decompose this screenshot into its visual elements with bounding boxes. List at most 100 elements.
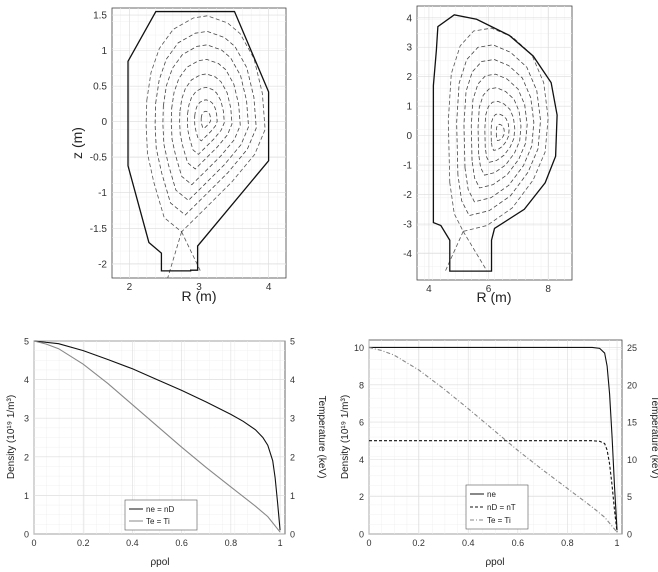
y-tick-label: 0.5 — [93, 82, 107, 93]
y-tick-label: -1 — [98, 188, 107, 199]
x-tick-label: 4 — [426, 284, 432, 295]
x-tick-label: 8 — [545, 284, 551, 295]
flux-surface — [470, 73, 528, 189]
equilibrium-right-plot: 4 6 8 4 3 2 1 0 -1 -2 -3 -4 R (m) — [403, 5, 573, 305]
y-tick-label: 4 — [359, 455, 364, 465]
x-tick-label: 0.2 — [412, 538, 425, 548]
x-tick-label: 4 — [266, 282, 272, 293]
x-tick-label: 0.8 — [225, 538, 238, 548]
y2-tick-label: 0 — [627, 530, 632, 540]
y-tick-label: 2 — [406, 72, 412, 83]
flux-surface — [463, 59, 535, 203]
y-tick-label: 1.5 — [93, 11, 107, 22]
x-tick-label: 1 — [278, 538, 283, 548]
profiles-left-ylabel2: Temperature (keV) — [316, 396, 327, 479]
y-tick-label: 4 — [24, 375, 29, 385]
profiles-right-legend-label-0: ne — [487, 490, 496, 499]
equilibrium-right-content: 4 6 8 4 3 2 1 0 -1 -2 -3 -4 — [403, 6, 572, 295]
x-tick-label: 0.6 — [175, 538, 188, 548]
y2-tick-label: 1 — [290, 491, 295, 501]
x-tick-label: 0.2 — [77, 538, 90, 548]
flux-surface — [490, 113, 510, 151]
y2-tick-label: 10 — [627, 455, 637, 465]
x-tick-label: 3 — [196, 282, 202, 293]
flux-surface — [200, 110, 212, 130]
divertor-leg — [444, 231, 464, 272]
y-tick-label: 8 — [359, 380, 364, 390]
y-tick-label: 2 — [359, 492, 364, 502]
flux-surface — [162, 44, 249, 201]
flux-surface — [194, 99, 218, 142]
y2-tick-label: 15 — [627, 418, 637, 428]
divertor-leg — [462, 231, 488, 272]
y-tick-label: 0 — [359, 530, 364, 540]
series-line-0 — [33, 340, 281, 531]
x-tick-label: 0.4 — [126, 538, 139, 548]
y2-tick-label: 2 — [290, 452, 295, 462]
profiles-right-legend: ne nD = nT Te = Ti — [465, 484, 529, 530]
y-tick-label: -1 — [403, 161, 412, 172]
y-tick-label: 0 — [406, 131, 412, 142]
y-tick-label: 1 — [101, 46, 107, 57]
equilibrium-left-plot: 2 3 4 1.5 1 0.5 0 -0.5 -1 -1.5 -2 R (m) z (m) — [69, 7, 287, 304]
y2-tick-label: 3 — [290, 414, 295, 424]
y-tick-label: 4 — [406, 13, 412, 24]
equilibrium-left-content: 2 3 4 1.5 1 0.5 0 -0.5 -1 -1.5 -2 — [90, 8, 286, 293]
profiles-left-legend-label-1: Te = Ti — [146, 517, 170, 526]
y2-tick-label: 4 — [290, 375, 295, 385]
profiles-left-legend-box — [124, 499, 198, 531]
profiles-right-ylabel2: Temperature (keV) — [649, 396, 658, 479]
profiles-right-xlabel: ρpol — [485, 557, 504, 568]
x-tick-label: 2 — [127, 282, 133, 293]
profiles-right-legend-label-2: Te = Ti — [487, 516, 511, 525]
y2-tick-label: 20 — [627, 380, 637, 390]
y-tick-label: -4 — [403, 249, 412, 260]
flux-surface — [186, 86, 225, 155]
y-tick-label: 3 — [406, 43, 412, 54]
profiles-left-ylabel: Density (10¹⁹ 1/m³) — [6, 395, 17, 479]
y2-tick-label: 0 — [290, 530, 295, 540]
y-tick-label: -0.5 — [90, 153, 108, 164]
x-tick-label: 0.4 — [462, 538, 475, 548]
flux-surface — [456, 44, 541, 217]
y-tick-label: 1 — [24, 491, 29, 501]
equilibrium-left-xlabel: R (m) — [182, 288, 217, 304]
y-tick-label: 10 — [354, 343, 364, 353]
flux-surface — [495, 123, 505, 142]
flux-surface — [477, 87, 522, 176]
series-line-1 — [33, 340, 281, 533]
flux-surface — [154, 30, 257, 216]
vessel-wall — [432, 14, 558, 272]
equilibrium-right-xlabel: R (m) — [477, 289, 512, 305]
y-tick-label: -1.5 — [90, 224, 108, 235]
series-line-2 — [368, 346, 618, 533]
profiles-right-legend-label-1: nD = nT — [487, 503, 516, 512]
separatrix — [145, 15, 266, 233]
x-tick-label: 0 — [366, 538, 371, 548]
y-tick-label: -2 — [98, 259, 107, 270]
x-tick-label: 6 — [486, 284, 492, 295]
y-tick-label: 6 — [359, 418, 364, 428]
series-line-0 — [369, 346, 618, 531]
separatrix — [447, 27, 549, 232]
y-tick-label: 0 — [24, 530, 29, 540]
y2-tick-label: 5 — [627, 492, 632, 502]
profiles-left-legend: ne = nD Te = Ti — [124, 499, 198, 531]
vessel-wall — [127, 10, 270, 272]
x-tick-label: 0 — [31, 538, 36, 548]
profiles-left-xlabel: ρpol — [150, 557, 169, 568]
y-tick-label: 3 — [24, 414, 29, 424]
profiles-right-ylabel: Density (10¹⁹ 1/m³) — [340, 395, 351, 479]
y-tick-label: -3 — [403, 220, 412, 231]
x-tick-label: 0.8 — [561, 538, 574, 548]
y2-tick-label: 25 — [627, 343, 637, 353]
profiles-left-legend-label-0: ne = nD — [146, 505, 174, 514]
x-tick-label: 0.6 — [512, 538, 525, 548]
y-tick-label: 5 — [24, 337, 29, 347]
x-tick-label: 1 — [615, 538, 620, 548]
equilibrium-left-ylabel: z (m) — [69, 127, 85, 159]
flux-surface — [170, 58, 241, 186]
